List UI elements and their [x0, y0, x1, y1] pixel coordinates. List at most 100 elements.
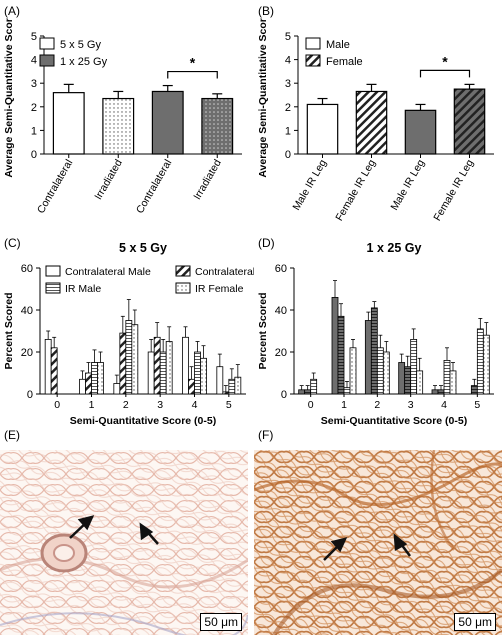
chart-b-bar-3	[453, 88, 486, 155]
chart-c-ytick-label-1: 20	[21, 347, 33, 359]
chart-c-xtick-label-3: 3	[157, 399, 163, 411]
chart-c-legend-swatch-2	[45, 282, 61, 294]
chart-d-bar-s1-c1	[337, 315, 345, 395]
chart-a-bar-2	[151, 90, 184, 155]
chart-a-ytick-label-3: 3	[31, 78, 37, 90]
chart-a: 0 1 2 3 4 5 Average Semi-Quantitative Score Con…	[3, 18, 242, 216]
chart-d-bar-s3-c4	[449, 370, 457, 395]
chart-d-xtick-label-0: 0	[308, 399, 314, 411]
chart-a-legend-swatch-0	[39, 37, 55, 50]
chart-c-ytick-label-0: 0	[27, 389, 33, 401]
panel-label-a: (A)	[4, 4, 20, 18]
chart-a-significance-bracket	[167, 70, 218, 79]
scale-bar-f: 50 μm	[454, 613, 496, 631]
chart-c-legend-swatch-1	[175, 265, 191, 277]
chart-b-ytick-label-3: 3	[285, 78, 291, 90]
chart-c-bar-s3-c3	[165, 341, 173, 395]
tissue-image-pink	[0, 450, 248, 635]
chart-b-ytick-label-4: 4	[285, 55, 291, 67]
chart-d-bar-s1-c2	[370, 307, 378, 395]
chart-c-bar-s1-c1	[85, 372, 92, 395]
panel-label-f: (F)	[258, 428, 274, 442]
chart-d-title: 1 x 25 Gy	[367, 241, 422, 255]
chart-d-ytick-label-3: 60	[275, 263, 287, 275]
chart-d-xtick-label-3: 3	[408, 399, 414, 411]
chart-c-bar-s2-c5	[228, 378, 236, 395]
scale-bar-e: 50 μm	[200, 613, 242, 631]
chart-a-ytick-label-2: 2	[31, 102, 37, 114]
chart-d-bar-s2-c5	[476, 328, 484, 395]
chart-a-bar-3	[201, 97, 234, 155]
chart-d-bar-s2-c4	[443, 360, 451, 395]
chart-c-bar-s3-c1	[97, 362, 104, 395]
chart-c-ytick-label-2: 40	[21, 305, 33, 317]
chart-b-ytick-label-5: 5	[285, 31, 291, 43]
chart-b-xtick-label-2: Male IR Leg	[388, 157, 427, 212]
chart-c-bar-s0-c0	[44, 339, 52, 395]
chart-c-bar-s0-c1	[79, 378, 86, 395]
chart-a-bar-0	[52, 92, 85, 155]
chart-c-bar-s2-c3	[159, 351, 167, 395]
micrograph-e: 50 μm	[0, 450, 248, 635]
chart-c-xtick-label-2: 2	[123, 399, 129, 411]
chart-b-xtick-label-3: Female IR Leg	[431, 157, 476, 223]
chart-b-legend-swatch-1	[305, 54, 321, 67]
chart-c-legend-swatch-3	[175, 282, 191, 294]
chart-d-bar-s1-c3	[404, 366, 412, 395]
chart-d-bar-s3-c3	[416, 370, 424, 395]
chart-d-bar-s3-c2	[382, 351, 390, 395]
chart-c-legend-label-0: Contralateral Male	[65, 266, 151, 278]
chart-c-bar-s3-c5	[234, 376, 242, 395]
chart-c-bar-s2-c4	[194, 351, 201, 395]
chart-b: 0 1 2 3 4 5 Average Semi-Quantitative Score Mal…	[257, 18, 494, 223]
chart-b-xtick-label-0: Male IR Leg	[290, 157, 329, 212]
panel-label-b: (B)	[258, 4, 274, 18]
chart-c-xlabel: Semi-Quantitative Score (0-5)	[70, 415, 216, 427]
micrograph-f: 50 μm	[254, 450, 502, 635]
chart-d-xtick-label-2: 2	[374, 399, 380, 411]
chart-b-bar-1	[355, 90, 388, 155]
chart-a-ytick-label-1: 1	[31, 125, 37, 137]
chart-a-xtick-label-2: Contralateral	[134, 158, 174, 216]
chart-a-legend-label-1: 1 x 25 Gy	[60, 56, 108, 68]
chart-c-bar-s1-c5	[222, 391, 230, 395]
chart-d-bar-s2-c1	[343, 387, 351, 395]
panel-label-d: (D)	[258, 236, 275, 250]
chart-c-bar-s1-c2	[119, 332, 127, 395]
chart-b-significance-bracket	[419, 69, 471, 78]
chart-b-legend-swatch-0	[305, 37, 321, 50]
chart-d-bar-s2-c3	[410, 339, 418, 395]
chart-c-bar-s0-c5	[216, 366, 224, 395]
chart-d-xlabel: Semi-Quantitative Score (0-5)	[321, 415, 467, 427]
chart-a-ytick-label-4: 4	[31, 55, 37, 67]
chart-c-bar-s2-c1	[91, 362, 98, 395]
chart-d-bar-s3-c1	[349, 347, 357, 395]
chart-a-significance-star: *	[190, 55, 196, 71]
panel-label-c: (C)	[4, 236, 21, 250]
chart-d-bar-s0-c3	[398, 362, 406, 395]
tissue-image-brown	[254, 450, 502, 635]
chart-a-xtick-label-1: Irradiated	[92, 157, 125, 202]
chart-c-xtick-label-5: 5	[226, 399, 232, 411]
panel-label-e: (E)	[4, 428, 20, 442]
chart-d-bar-s0-c1	[331, 297, 339, 395]
chart-b-bar-0	[306, 103, 339, 155]
chart-a-ylabel: Average Semi-Quantitative Score	[3, 18, 15, 178]
chart-d-bar-s0-c0	[298, 389, 306, 395]
chart-d-ytick-label-2: 40	[275, 305, 287, 317]
chart-d-xtick-label-4: 4	[441, 399, 447, 411]
chart-c-bar-s0-c3	[147, 351, 155, 395]
chart-d-bar-s0-c2	[364, 320, 372, 395]
chart-a-ytick-label-5: 5	[31, 31, 37, 43]
chart-c-bar-s0-c4	[182, 336, 189, 395]
chart-b-legend-label-0: Male	[326, 39, 350, 51]
chart-d-xtick-label-5: 5	[474, 399, 480, 411]
chart-b-ytick-label-0: 0	[285, 149, 291, 161]
chart-c-legend-label-3: IR Female	[195, 283, 244, 295]
chart-c-bar-s2-c2	[125, 320, 133, 395]
chart-b-significance-star: *	[442, 53, 448, 69]
chart-c-bar-s3-c2	[131, 324, 139, 395]
chart-c-title: 5 x 5 Gy	[119, 241, 167, 255]
chart-b-bar-2	[404, 109, 437, 155]
